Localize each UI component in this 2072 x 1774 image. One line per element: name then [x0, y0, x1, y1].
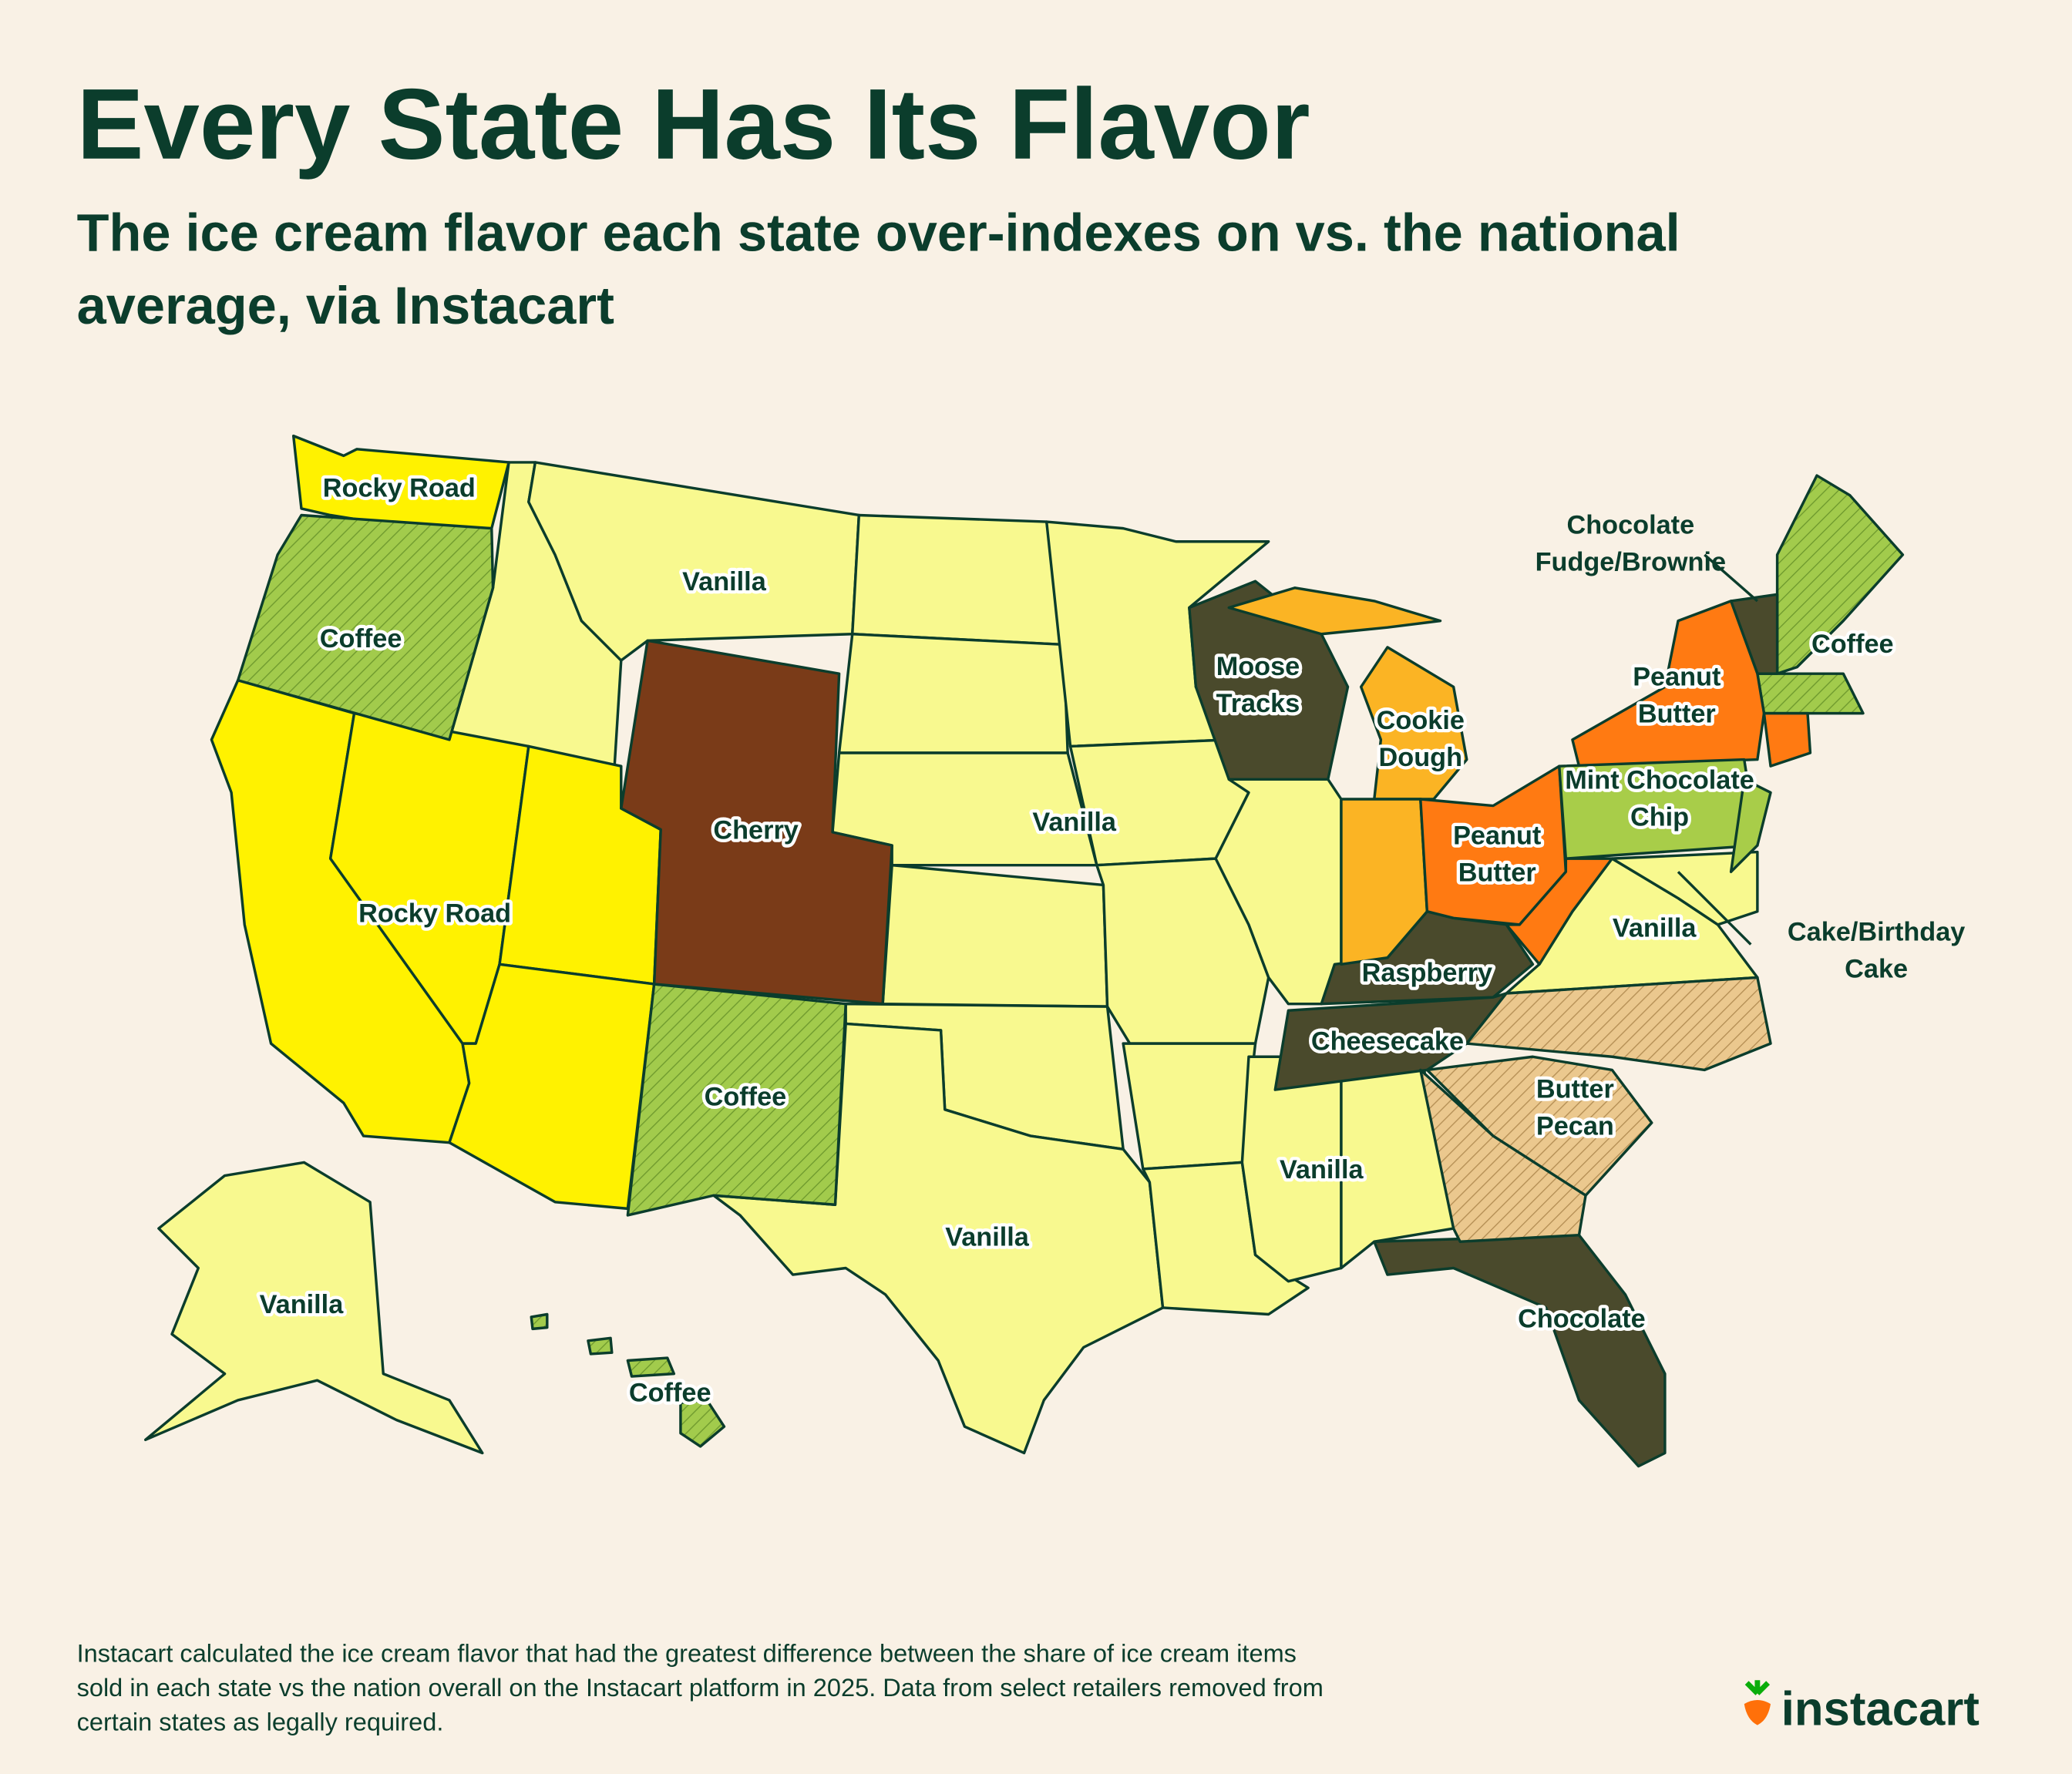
- mint-states: [1558, 758, 1772, 874]
- cherry-state: [620, 639, 893, 1006]
- state: [1214, 778, 1343, 1006]
- region-label: Cheesecake: [1311, 1027, 1464, 1057]
- region-label: Coffee: [1811, 630, 1894, 659]
- callout-label: Cake/Birthday: [1788, 917, 1965, 946]
- state: [1122, 1042, 1257, 1171]
- rocky-road-states: [210, 434, 662, 1211]
- logo-text: instacart: [1781, 1683, 1980, 1736]
- state: [530, 1312, 549, 1331]
- callout-label: Chocolate: [1567, 510, 1695, 539]
- region-label: Coffee: [705, 1083, 787, 1112]
- state: [1465, 976, 1772, 1072]
- state: [1419, 1068, 1587, 1243]
- region-label: Butter: [1638, 700, 1716, 729]
- state: [144, 1161, 484, 1455]
- cookie-dough-states: [1227, 586, 1468, 966]
- region-label: Vanilla: [945, 1222, 1030, 1252]
- title: Every State Has Its Flavor: [77, 68, 1310, 180]
- region-label: Vanilla: [1280, 1155, 1364, 1184]
- coffee-states: [236, 474, 1905, 1448]
- callout-line: [1704, 553, 1759, 603]
- state: [626, 1356, 676, 1378]
- state: [1227, 586, 1442, 636]
- callout-label: Cake: [1845, 954, 1908, 983]
- vanilla-states: [144, 461, 1759, 1455]
- state: [1340, 798, 1429, 966]
- region-label: Peanut: [1453, 821, 1541, 850]
- region-label: Coffee: [320, 624, 402, 653]
- map-labels: Rocky Road Coffee Vanilla Cherry Vanilla Rock…: [256, 470, 1965, 1411]
- state: [712, 1022, 1165, 1455]
- state: [851, 513, 1065, 647]
- region-label: Tracks: [1216, 689, 1300, 718]
- footnote: sold in each state vs the nation overall…: [77, 1674, 1324, 1702]
- region-label: Cookie: [1377, 706, 1465, 735]
- state: [626, 983, 847, 1217]
- footnote: Instacart calculated the ice cream flavo…: [77, 1639, 1297, 1667]
- state: [1373, 1233, 1667, 1468]
- state: [587, 1336, 614, 1356]
- region-label: Coffee: [629, 1379, 711, 1408]
- callout-line: [1677, 871, 1752, 946]
- butter-pecan-states: [1419, 976, 1772, 1243]
- region-label: Butter: [1536, 1074, 1614, 1104]
- region-label: Rocky Road: [358, 899, 511, 928]
- region-label: Chip: [1630, 802, 1689, 832]
- state: [837, 633, 1069, 754]
- state: [1762, 711, 1812, 768]
- region-label: Butter: [1458, 858, 1536, 887]
- state: [1505, 857, 1614, 966]
- region-label: Rocky Road: [323, 473, 476, 502]
- region-label: Dough: [1379, 743, 1462, 772]
- peanut-butter-states: [1419, 600, 1812, 966]
- dark-states: [1188, 580, 1779, 1468]
- region-label: Moose: [1216, 652, 1300, 681]
- region-label: Mint Chocolate: [1565, 765, 1754, 795]
- region-label: Vanilla: [1032, 808, 1117, 837]
- logo: instacart: [1744, 1680, 1980, 1736]
- logo-carrot: [1744, 1700, 1771, 1725]
- region-label: Vanilla: [682, 567, 767, 596]
- region-label: Vanilla: [1613, 913, 1697, 942]
- region-label: Peanut: [1633, 663, 1720, 692]
- state: [1756, 672, 1865, 715]
- region-label: Raspberry: [1362, 959, 1493, 988]
- region-label: Pecan: [1536, 1111, 1614, 1141]
- callout-label: Fudge/Brownie: [1536, 547, 1726, 576]
- subtitle: average, via Instacart: [77, 276, 614, 335]
- state: [1729, 778, 1772, 874]
- state: [881, 864, 1109, 1008]
- state: [679, 1399, 726, 1448]
- state: [1775, 474, 1905, 675]
- region-label: Cherry: [713, 815, 798, 845]
- region-label: Vanilla: [260, 1290, 345, 1319]
- subtitle: The ice cream flavor each state over-ind…: [77, 203, 1680, 263]
- state: [236, 513, 495, 741]
- footnote: certain states as legally required.: [77, 1708, 444, 1735]
- region-label: Chocolate: [1518, 1305, 1646, 1334]
- map: [144, 434, 1905, 1468]
- logo-leaf: [1744, 1680, 1771, 1695]
